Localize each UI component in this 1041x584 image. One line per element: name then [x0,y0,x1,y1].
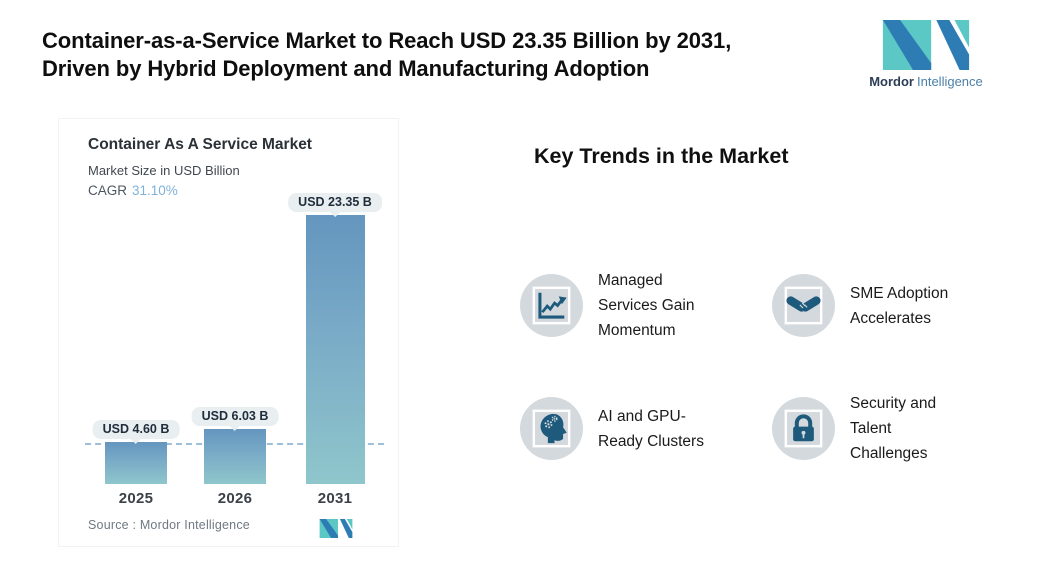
cagr-label: CAGR [88,183,128,198]
brand-name-secondary: Intelligence [917,74,983,89]
trend-label: Managed Services Gain Momentum [598,272,695,339]
trend-item-ai-gpu: AI and GPU- Ready Clusters [520,397,704,460]
x-axis-label-2031: 2031 [317,490,353,507]
source-logo-icon [319,519,353,538]
bar-2025 [105,442,167,484]
bar-value-label-2025: USD 4.60 B [92,420,180,439]
trend-item-security-talent: Security and Talent Challenges [772,395,936,462]
handshake-icon [772,274,835,337]
market-chart-card: Container As A Service Market Market Siz… [58,118,399,547]
bar-value-label-2026: USD 6.03 B [191,407,279,426]
trend-item-sme-adoption: SME Adoption Accelerates [772,274,948,337]
bar-value-label-2031: USD 23.35 B [288,193,382,212]
trend-label: Security and Talent Challenges [850,395,937,462]
brand-logo: Mordor Intelligence [866,20,986,89]
bar-2026 [204,429,266,484]
source-attribution: Source : Mordor Intelligence [88,518,250,532]
page-title: Container-as-a-Service Market to Reach U… [42,28,732,81]
ai-head-gears-icon [520,397,583,460]
trends-heading: Key Trends in the Market [534,144,789,168]
trend-label: SME Adoption Accelerates [850,284,949,327]
chart-title: Container As A Service Market [88,136,312,153]
cagr-value: 31.10% [132,183,178,198]
mordor-intelligence-logo-icon [880,20,972,70]
brand-name: Mordor Intelligence [866,74,986,89]
x-axis-label-2026: 2026 [217,490,253,507]
chart-subtitle: Market Size in USD Billion [88,163,240,178]
trend-label: AI and GPU- Ready Clusters [598,407,704,450]
line-chart-icon [520,274,583,337]
x-axis-label-2025: 2025 [118,490,154,507]
bar-2031 [306,215,365,484]
trend-item-managed-services: Managed Services Gain Momentum [520,272,694,339]
chart-cagr: CAGR 31.10% [88,183,178,198]
brand-name-primary: Mordor [869,74,914,89]
padlock-icon [772,397,835,460]
